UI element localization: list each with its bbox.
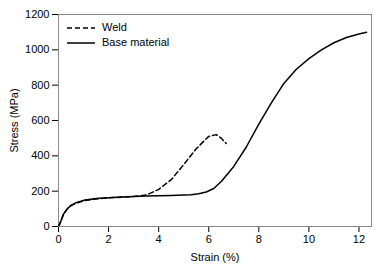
svg-text:800: 800 <box>31 79 49 91</box>
svg-text:200: 200 <box>31 185 49 197</box>
svg-text:8: 8 <box>256 233 262 245</box>
svg-text:600: 600 <box>31 114 49 126</box>
svg-text:10: 10 <box>303 233 315 245</box>
svg-text:2: 2 <box>106 233 112 245</box>
html-text:Weld: Weld <box>102 21 127 33</box>
svg-text:400: 400 <box>31 149 49 161</box>
svg-text:4: 4 <box>156 233 162 245</box>
svg-text:12: 12 <box>353 233 365 245</box>
svg-text:1200: 1200 <box>25 8 49 20</box>
svg-text:Stress (MPa): Stress (MPa) <box>8 88 20 152</box>
svg-text:Strain (%): Strain (%) <box>191 251 240 263</box>
svg-text:0: 0 <box>55 233 61 245</box>
svg-text:1000: 1000 <box>25 43 49 55</box>
svg-text:6: 6 <box>206 233 212 245</box>
html-text:Base material: Base material <box>102 36 170 48</box>
svg-text:0: 0 <box>43 220 49 232</box>
